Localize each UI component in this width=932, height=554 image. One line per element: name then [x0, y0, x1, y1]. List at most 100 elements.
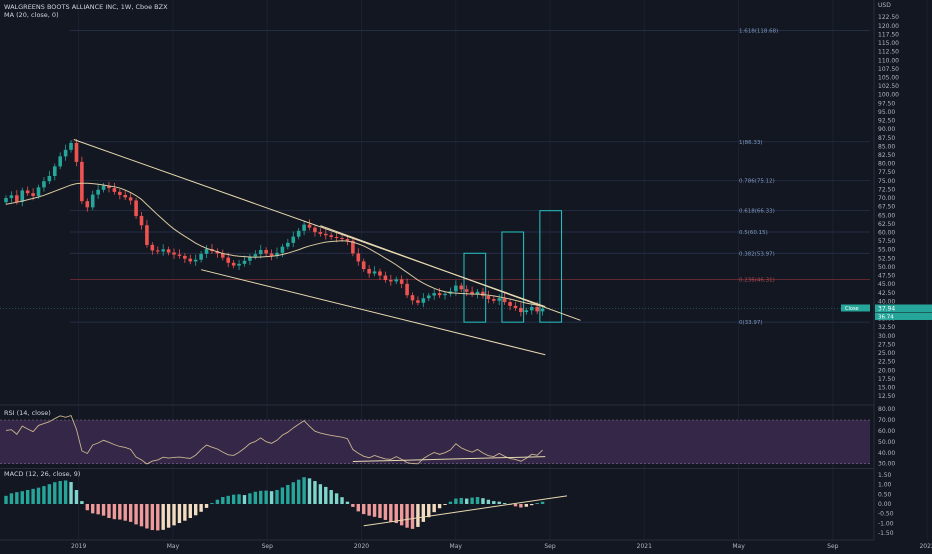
- macd-bar: [107, 504, 111, 518]
- candle-body: [459, 285, 464, 290]
- candle-body: [345, 239, 350, 241]
- candle-body: [204, 249, 209, 254]
- macd-bar: [470, 497, 474, 504]
- candle-body: [323, 233, 328, 236]
- price-tick-label: 112.50: [878, 49, 899, 56]
- candle-body: [47, 176, 52, 182]
- macd-bar: [324, 486, 328, 504]
- target-box-3: [539, 210, 563, 323]
- candle-body: [421, 298, 426, 303]
- macd-legend[interactable]: MACD (12, 26, close, 9): [4, 470, 81, 478]
- candle-body: [519, 307, 523, 313]
- macd-bar: [199, 504, 203, 512]
- macd-bar: [329, 490, 333, 504]
- candle-body: [242, 260, 247, 264]
- rsi-legend[interactable]: RSI (14, close): [4, 409, 51, 417]
- macd-bar: [513, 504, 518, 507]
- price-tick-label: 57.50: [878, 238, 895, 245]
- macd-bar: [378, 504, 382, 518]
- macd-bar: [101, 504, 106, 516]
- candle-body: [437, 293, 442, 296]
- target-box-2: [501, 231, 525, 323]
- candle-body: [454, 285, 458, 292]
- rsi-tick-label: 30.00: [878, 461, 895, 468]
- macd-bar: [80, 501, 84, 504]
- time-tick-label: 2022: [919, 543, 932, 550]
- macd-bar: [318, 484, 323, 504]
- macd-bar: [405, 504, 409, 528]
- candle-body: [372, 271, 377, 274]
- time-tick-label: 2021: [637, 543, 652, 550]
- price-tick-label: 122.50: [878, 14, 899, 21]
- macd-bar: [210, 503, 214, 504]
- macd-bar: [519, 504, 523, 508]
- candle-body: [199, 253, 203, 260]
- macd-bar: [91, 504, 95, 514]
- macd-bar: [497, 501, 501, 504]
- price-tick-label: 67.50: [878, 204, 895, 211]
- macd-bar: [313, 481, 317, 504]
- price-tick-label: 55.00: [878, 247, 895, 254]
- macd-bar: [427, 504, 431, 518]
- macd-bar: [524, 504, 529, 507]
- rsi-tick-label: 60.00: [878, 428, 895, 435]
- last-price-tag: [875, 304, 932, 313]
- candle-body: [275, 252, 279, 256]
- macd-bar: [448, 501, 453, 504]
- candle-body: [69, 142, 73, 150]
- candle-body: [524, 310, 529, 313]
- price-tick-label: 40.00: [878, 298, 895, 305]
- macd-bar: [47, 484, 52, 504]
- candle-body: [4, 198, 8, 203]
- candle-body: [410, 295, 415, 301]
- macd-bar: [275, 490, 279, 504]
- secondary-price-value: 36.74: [878, 314, 894, 320]
- candle-body: [177, 254, 182, 256]
- macd-bar: [269, 491, 274, 504]
- macd-bar: [166, 504, 171, 528]
- macd-bar: [58, 481, 62, 504]
- candle-body: [85, 201, 90, 208]
- fib-level-label: 0(33.97): [739, 320, 763, 326]
- macd-bar: [421, 504, 426, 522]
- macd-bar: [399, 504, 404, 526]
- candle-body: [237, 263, 241, 266]
- price-tick-label: 20.00: [878, 367, 895, 374]
- candle-body: [15, 195, 19, 202]
- candle-body: [80, 161, 84, 202]
- candle-body: [25, 190, 30, 194]
- fib-level-label: 0.618(66.33): [739, 209, 775, 215]
- candle-body: [329, 235, 333, 237]
- macd-bar: [486, 499, 491, 504]
- candle-body: [470, 291, 474, 295]
- candle-body: [248, 256, 252, 261]
- macd-bar: [502, 503, 507, 504]
- candle-body: [475, 291, 480, 295]
- candle-body: [307, 224, 312, 228]
- candle-body: [139, 215, 144, 226]
- time-tick-label: May: [732, 543, 745, 550]
- candle-body: [253, 254, 258, 257]
- candle-body: [432, 293, 436, 296]
- macd-bar: [96, 504, 100, 515]
- candle-body: [264, 250, 268, 254]
- candle-body: [492, 298, 496, 301]
- ma-legend[interactable]: MA (20, close, 0): [4, 11, 59, 19]
- fib-level-label: 0.5(60.15): [739, 230, 768, 236]
- macd-bar: [410, 504, 415, 529]
- price-tick-label: 25.00: [878, 350, 895, 357]
- candle-body: [226, 257, 231, 263]
- price-tick-label: 65.00: [878, 212, 895, 219]
- macd-bar: [194, 504, 198, 516]
- macd-bar: [156, 504, 160, 531]
- candle-body: [378, 271, 382, 276]
- symbol-legend[interactable]: WALGREENS BOOTS ALLIANCE INC, 1W, Cboe B…: [4, 3, 168, 11]
- macd-bar: [416, 504, 420, 527]
- macd-bar: [118, 504, 122, 520]
- price-tick-label: 60.00: [878, 230, 895, 237]
- candle-body: [286, 242, 290, 247]
- macd-bar: [9, 493, 14, 504]
- candle-body: [508, 302, 512, 306]
- candle-body: [486, 295, 491, 299]
